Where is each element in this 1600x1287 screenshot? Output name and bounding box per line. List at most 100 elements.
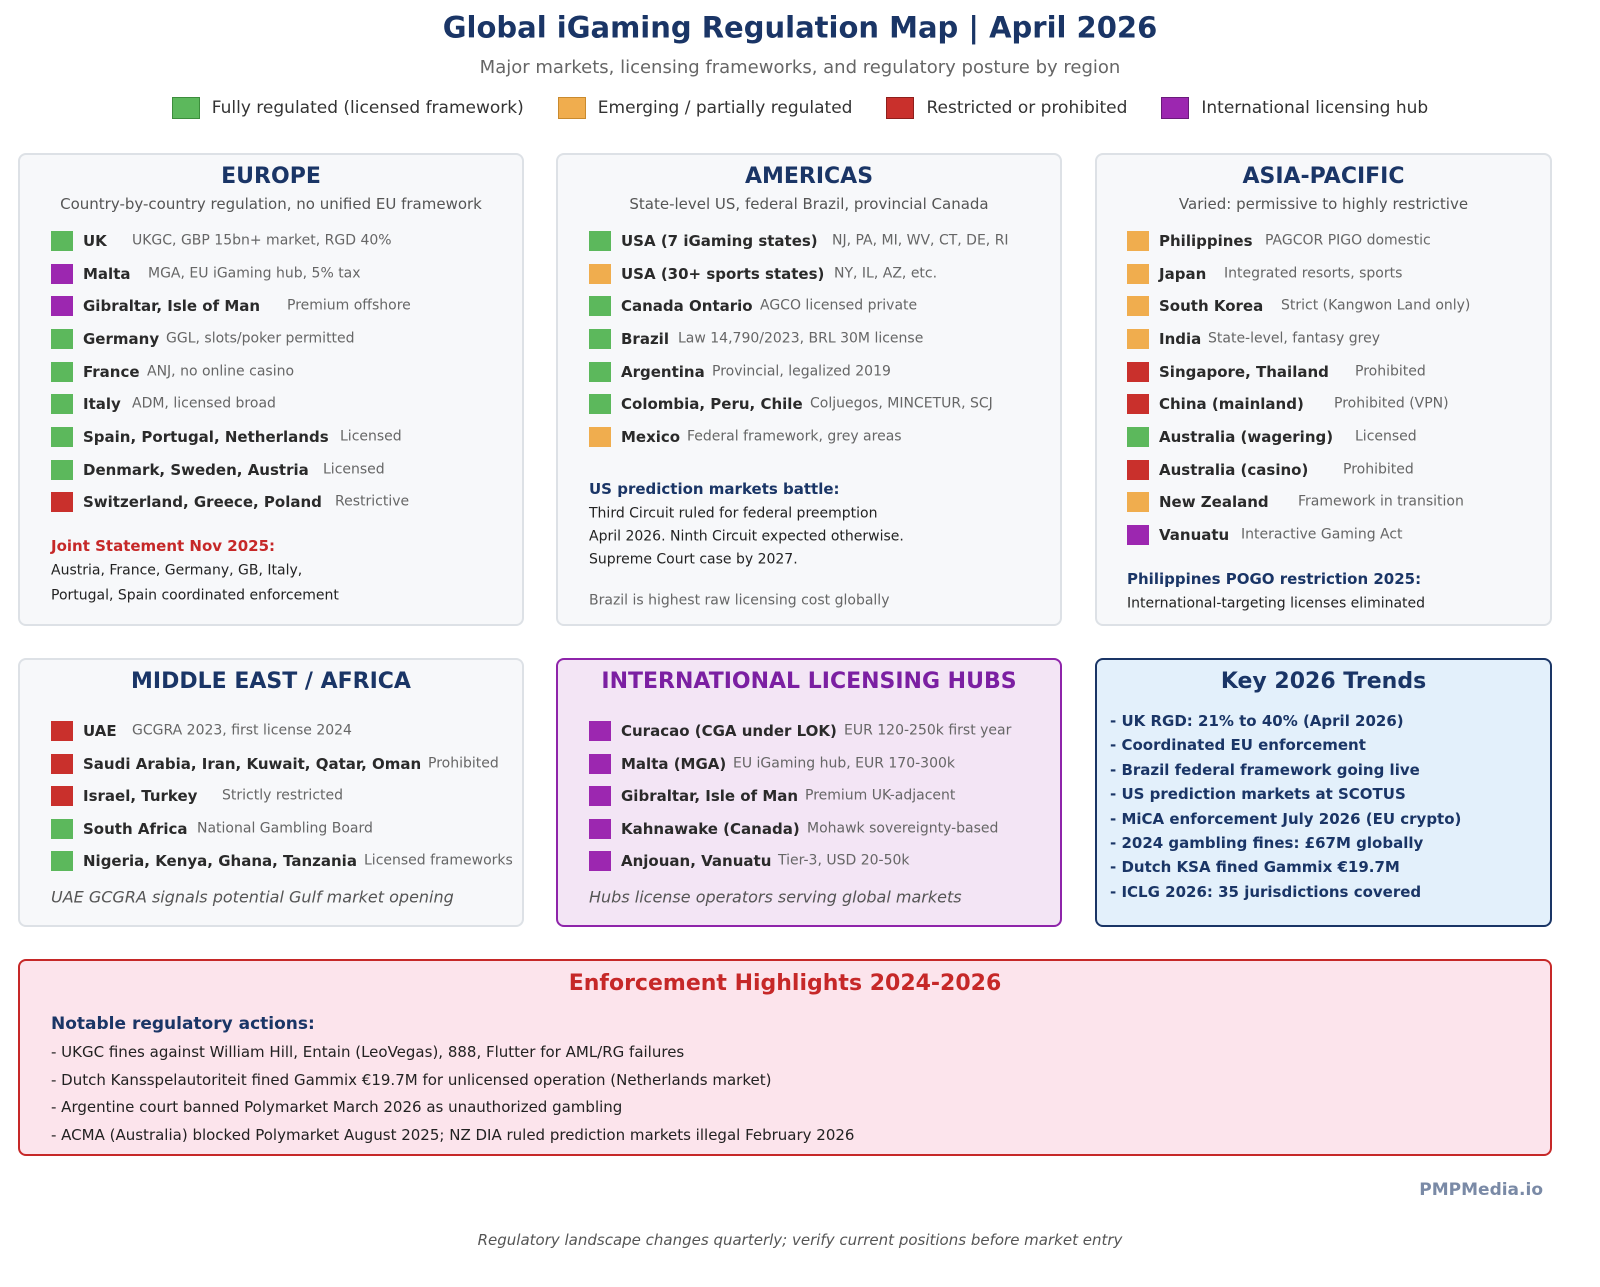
status-swatch-regulated — [51, 231, 73, 251]
item-description: Prohibited — [1343, 461, 1414, 478]
enforcement-item: - ACMA (Australia) blocked Polymarket Au… — [51, 1126, 855, 1145]
item-name: USA (7 iGaming states) — [621, 232, 818, 250]
legend-swatch-emerging — [557, 97, 586, 119]
item-description: Licensed — [340, 428, 402, 445]
item-description: Federal framework, grey areas — [687, 428, 902, 445]
item-name: China (mainland) — [1159, 395, 1304, 414]
item-name: Singapore, Thailand — [1159, 362, 1329, 381]
item-name: Brazil — [621, 329, 669, 348]
status-swatch-regulated — [589, 296, 611, 317]
note-line: Austria, France, Germany, GB, Italy, — [51, 562, 303, 579]
item-name: Canada Ontario — [621, 297, 753, 316]
panel-title: AMERICAS — [744, 163, 874, 189]
status-swatch-regulated — [51, 426, 73, 447]
status-swatch-emerging — [1127, 296, 1149, 317]
status-swatch-hub — [589, 721, 611, 741]
item-name: Malta — [83, 264, 131, 283]
item-description: Licensed — [323, 461, 385, 478]
item-name: Colombia, Peru, Chile — [621, 395, 803, 414]
item-description: Restrictive — [335, 493, 410, 510]
panel-enforcement — [18, 959, 1552, 1156]
item-description: Coljuegos, MINCETUR, SCJ — [810, 395, 993, 412]
item-name: Australia (wagering) — [1159, 427, 1334, 446]
panel-title: MIDDLE EAST / AFRICA — [131, 668, 411, 694]
item-name: New Zealand — [1159, 493, 1269, 512]
item-name: Japan — [1159, 264, 1207, 283]
legend-swatch-hub — [1161, 97, 1190, 119]
enforcement-item: - Dutch Kansspelautoriteit fined Gammix … — [51, 1070, 772, 1089]
trend-item: - Dutch KSA fined Gammix €19.7M — [1110, 858, 1400, 877]
legend-label: International licensing hub — [1201, 98, 1429, 118]
item-name: India — [1159, 329, 1202, 348]
item-description: Strict (Kangwon Land only) — [1281, 297, 1471, 314]
status-swatch-restricted — [51, 786, 73, 806]
item-name: Denmark, Sweden, Austria — [83, 460, 309, 479]
status-swatch-restricted — [51, 753, 73, 774]
panel-europe — [18, 153, 524, 626]
item-name: France — [83, 362, 140, 381]
panel-title: ASIA-PACIFIC — [1242, 163, 1405, 189]
legend-label: Restricted or prohibited — [926, 98, 1128, 118]
status-swatch-restricted — [1127, 361, 1149, 382]
legend-swatch-regulated — [171, 97, 200, 119]
item-name: USA (30+ sports states) — [621, 264, 825, 283]
status-swatch-emerging — [589, 263, 611, 284]
item-description: PAGCOR PIGO domestic — [1265, 232, 1431, 249]
item-description: Law 14,790/2023, BRL 30M license — [678, 330, 924, 347]
item-description: GGL, slots/poker permitted — [166, 330, 355, 347]
status-swatch-regulated — [589, 328, 611, 349]
panel-licensing-hubs — [556, 658, 1062, 927]
note-heading: US prediction markets battle: — [589, 480, 840, 498]
enforcement-heading: Notable regulatory actions: — [51, 1013, 315, 1034]
item-description: Tier-3, USD 20-50k — [778, 852, 910, 869]
trend-item: - 2024 gambling fines: £67M globally — [1110, 834, 1424, 852]
legend-item-regulated: Fully regulated (licensed framework) — [171, 97, 524, 119]
footnote: Brazil is highest raw licensing cost glo… — [589, 592, 890, 609]
item-name: Nigeria, Kenya, Ghana, Tanzania — [83, 852, 357, 870]
item-description: Premium offshore — [287, 297, 411, 314]
item-description: ANJ, no online casino — [147, 363, 295, 380]
item-name: Anjouan, Vanuatu — [621, 852, 772, 870]
panel-title: INTERNATIONAL LICENSING HUBS — [601, 668, 1017, 694]
italic-note: Hubs license operators serving global ma… — [589, 887, 962, 907]
item-description: Interactive Gaming Act — [1241, 526, 1403, 543]
item-description: EUR 120-250k first year — [844, 722, 1012, 739]
footer-note: Regulatory landscape changes quarterly; … — [477, 1231, 1123, 1249]
status-swatch-hub — [589, 753, 611, 774]
panel-subtitle: Country-by-country regulation, no unifie… — [60, 195, 482, 213]
note-line: International-targeting licenses elimina… — [1127, 595, 1426, 612]
legend-item-hub: International licensing hub — [1161, 97, 1428, 119]
italic-note: UAE GCGRA signals potential Gulf market … — [51, 887, 454, 907]
panel-subtitle: Varied: permissive to highly restrictive — [1178, 195, 1469, 213]
status-swatch-restricted — [51, 721, 73, 741]
trend-item: - MiCA enforcement July 2026 (EU crypto) — [1110, 809, 1462, 828]
item-description: Prohibited — [428, 755, 499, 772]
status-swatch-hub — [51, 263, 73, 284]
panel-subtitle: State-level US, federal Brazil, provinci… — [629, 195, 989, 213]
status-swatch-emerging — [1127, 231, 1149, 251]
note-line: Portugal, Spain coordinated enforcement — [51, 587, 339, 604]
item-description: Prohibited (VPN) — [1334, 395, 1449, 412]
status-swatch-hub — [589, 786, 611, 806]
item-name: Australia (casino) — [1159, 460, 1309, 479]
trend-item: - Brazil federal framework going live — [1110, 760, 1420, 779]
item-description: Integrated resorts, sports — [1224, 265, 1403, 282]
item-name: Kahnawake (Canada) — [621, 819, 800, 838]
item-name: South Korea — [1159, 297, 1264, 316]
item-description: Prohibited — [1355, 363, 1426, 380]
item-description: Strictly restricted — [222, 787, 344, 804]
item-description: National Gambling Board — [197, 820, 373, 837]
item-name: South Africa — [83, 819, 188, 838]
item-description: Licensed — [1355, 428, 1417, 445]
item-name: Mexico — [621, 427, 681, 446]
item-name: Saudi Arabia, Iran, Kuwait, Qatar, Oman — [83, 754, 422, 773]
status-swatch-emerging — [1127, 263, 1149, 284]
item-name: Germany — [83, 329, 160, 348]
note-heading: Philippines POGO restriction 2025: — [1127, 570, 1422, 588]
item-name: UAE — [83, 722, 117, 740]
trends-title: Key 2026 Trends — [1220, 668, 1427, 694]
status-swatch-regulated — [51, 459, 73, 480]
panel-middle-east-africa — [18, 658, 524, 927]
note-line: Third Circuit ruled for federal preempti… — [589, 505, 878, 522]
item-name: Curacao (CGA under LOK) — [621, 722, 837, 740]
